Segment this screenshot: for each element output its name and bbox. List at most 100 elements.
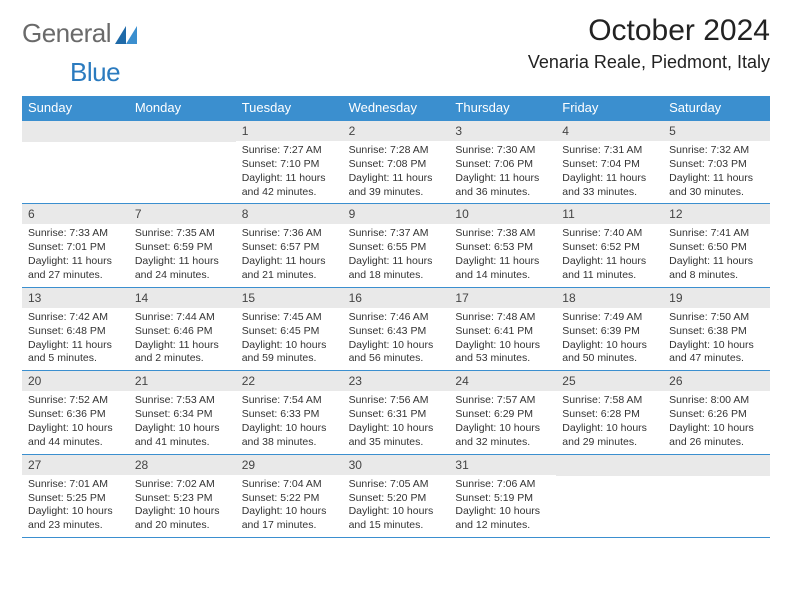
- daylight-text: Daylight: 10 hours and 12 minutes.: [455, 505, 550, 533]
- daylight-text: Daylight: 10 hours and 59 minutes.: [242, 339, 337, 367]
- day-body: Sunrise: 7:01 AMSunset: 5:25 PMDaylight:…: [22, 475, 129, 537]
- sunrise-text: Sunrise: 7:31 AM: [562, 144, 657, 158]
- sunrise-text: Sunrise: 7:06 AM: [455, 478, 550, 492]
- day-number: 11: [556, 204, 663, 224]
- sunset-text: Sunset: 7:03 PM: [669, 158, 764, 172]
- sunrise-text: Sunrise: 7:37 AM: [349, 227, 444, 241]
- sunrise-text: Sunrise: 7:56 AM: [349, 394, 444, 408]
- weeks: 1Sunrise: 7:27 AMSunset: 7:10 PMDaylight…: [22, 120, 770, 538]
- calendar-day: 23 Sunrise: 7:56 AMSunset: 6:31 PMDayligh…: [343, 371, 450, 453]
- daylight-text: Daylight: 11 hours and 39 minutes.: [349, 172, 444, 200]
- sunset-text: Sunset: 6:55 PM: [349, 241, 444, 255]
- day-number: 3: [449, 121, 556, 141]
- day-number: 1: [236, 121, 343, 141]
- day-body: Sunrise: 7:04 AMSunset: 5:22 PMDaylight:…: [236, 475, 343, 537]
- sunset-text: Sunset: 6:48 PM: [28, 325, 123, 339]
- day-number: 8: [236, 204, 343, 224]
- calendar-day: 19Sunrise: 7:50 AMSunset: 6:38 PMDayligh…: [663, 288, 770, 370]
- sunrise-text: Sunrise: 7:27 AM: [242, 144, 337, 158]
- weekday-header: Wednesday: [343, 96, 450, 120]
- day-number: 22: [236, 371, 343, 391]
- day-number: 10: [449, 204, 556, 224]
- sunset-text: Sunset: 6:38 PM: [669, 325, 764, 339]
- calendar-day: 3Sunrise: 7:30 AMSunset: 7:06 PMDaylight…: [449, 121, 556, 203]
- day-number: 28: [129, 455, 236, 475]
- month-title: October 2024: [528, 14, 770, 48]
- sunset-text: Sunset: 6:31 PM: [349, 408, 444, 422]
- calendar-day-empty: [663, 455, 770, 537]
- day-body: Sunrise: 7:27 AMSunset: 7:10 PMDaylight:…: [236, 141, 343, 203]
- sunrise-text: Sunrise: 7:44 AM: [135, 311, 230, 325]
- sunrise-text: Sunrise: 7:41 AM: [669, 227, 764, 241]
- day-number: 21: [129, 371, 236, 391]
- sunset-text: Sunset: 6:28 PM: [562, 408, 657, 422]
- day-body: Sunrise: 7:54 AMSunset: 6:33 PMDaylight:…: [236, 391, 343, 453]
- calendar-day: 14Sunrise: 7:44 AMSunset: 6:46 PMDayligh…: [129, 288, 236, 370]
- daylight-text: Daylight: 10 hours and 56 minutes.: [349, 339, 444, 367]
- day-number: 18: [556, 288, 663, 308]
- day-body: Sunrise: 7:06 AMSunset: 5:19 PMDaylight:…: [449, 475, 556, 537]
- weekday-header: Sunday: [22, 96, 129, 120]
- daylight-text: Daylight: 10 hours and 53 minutes.: [455, 339, 550, 367]
- sunset-text: Sunset: 6:33 PM: [242, 408, 337, 422]
- calendar-day-empty: [556, 455, 663, 537]
- calendar-day: 26Sunrise: 8:00 AMSunset: 6:26 PMDayligh…: [663, 371, 770, 453]
- calendar-day: 5Sunrise: 7:32 AMSunset: 7:03 PMDaylight…: [663, 121, 770, 203]
- sunrise-text: Sunrise: 7:49 AM: [562, 311, 657, 325]
- daylight-text: Daylight: 11 hours and 27 minutes.: [28, 255, 123, 283]
- day-body: Sunrise: 7:40 AMSunset: 6:52 PMDaylight:…: [556, 224, 663, 286]
- day-number: 5: [663, 121, 770, 141]
- daylight-text: Daylight: 11 hours and 42 minutes.: [242, 172, 337, 200]
- day-number: 26: [663, 371, 770, 391]
- calendar-day-empty: [22, 121, 129, 203]
- calendar: SundayMondayTuesdayWednesdayThursdayFrid…: [22, 96, 770, 538]
- day-number: 23: [343, 371, 450, 391]
- daylight-text: Daylight: 11 hours and 24 minutes.: [135, 255, 230, 283]
- daylight-text: Daylight: 10 hours and 38 minutes.: [242, 422, 337, 450]
- sunrise-text: Sunrise: 7:02 AM: [135, 478, 230, 492]
- daylight-text: Daylight: 11 hours and 18 minutes.: [349, 255, 444, 283]
- day-number: 4: [556, 121, 663, 141]
- sunset-text: Sunset: 7:04 PM: [562, 158, 657, 172]
- weekday-header: Monday: [129, 96, 236, 120]
- sunset-text: Sunset: 5:20 PM: [349, 492, 444, 506]
- day-number: 12: [663, 204, 770, 224]
- day-number: 14: [129, 288, 236, 308]
- calendar-day: 18Sunrise: 7:49 AMSunset: 6:39 PMDayligh…: [556, 288, 663, 370]
- day-number: 7: [129, 204, 236, 224]
- sunrise-text: Sunrise: 7:40 AM: [562, 227, 657, 241]
- calendar-week: 20Sunrise: 7:52 AMSunset: 6:36 PMDayligh…: [22, 371, 770, 454]
- sunset-text: Sunset: 6:26 PM: [669, 408, 764, 422]
- arrow-icon: [115, 26, 137, 44]
- day-body: Sunrise: 7:05 AMSunset: 5:20 PMDaylight:…: [343, 475, 450, 537]
- calendar-day: 13Sunrise: 7:42 AMSunset: 6:48 PMDayligh…: [22, 288, 129, 370]
- sunrise-text: Sunrise: 7:35 AM: [135, 227, 230, 241]
- weekday-header-row: SundayMondayTuesdayWednesdayThursdayFrid…: [22, 96, 770, 120]
- calendar-day: 31Sunrise: 7:06 AMSunset: 5:19 PMDayligh…: [449, 455, 556, 537]
- daylight-text: Daylight: 11 hours and 11 minutes.: [562, 255, 657, 283]
- sunset-text: Sunset: 6:34 PM: [135, 408, 230, 422]
- calendar-day: 22Sunrise: 7:54 AMSunset: 6:33 PMDayligh…: [236, 371, 343, 453]
- day-number: 31: [449, 455, 556, 475]
- day-number: 9: [343, 204, 450, 224]
- sunset-text: Sunset: 7:01 PM: [28, 241, 123, 255]
- calendar-day: 4Sunrise: 7:31 AMSunset: 7:04 PMDaylight…: [556, 121, 663, 203]
- brand-part2: Blue: [70, 57, 120, 88]
- daylight-text: Daylight: 11 hours and 14 minutes.: [455, 255, 550, 283]
- daylight-text: Daylight: 10 hours and 47 minutes.: [669, 339, 764, 367]
- weekday-header: Tuesday: [236, 96, 343, 120]
- sunrise-text: Sunrise: 7:45 AM: [242, 311, 337, 325]
- day-body: Sunrise: 7:46 AMSunset: 6:43 PMDaylight:…: [343, 308, 450, 370]
- sunset-text: Sunset: 6:52 PM: [562, 241, 657, 255]
- day-body: Sunrise: 7:52 AMSunset: 6:36 PMDaylight:…: [22, 391, 129, 453]
- daylight-text: Daylight: 10 hours and 17 minutes.: [242, 505, 337, 533]
- daylight-text: Daylight: 10 hours and 15 minutes.: [349, 505, 444, 533]
- daylight-text: Daylight: 10 hours and 35 minutes.: [349, 422, 444, 450]
- sunrise-text: Sunrise: 7:32 AM: [669, 144, 764, 158]
- day-body: Sunrise: 7:53 AMSunset: 6:34 PMDaylight:…: [129, 391, 236, 453]
- day-number: 19: [663, 288, 770, 308]
- calendar-day-empty: [129, 121, 236, 203]
- day-number: 6: [22, 204, 129, 224]
- sunrise-text: Sunrise: 7:46 AM: [349, 311, 444, 325]
- sunset-text: Sunset: 6:46 PM: [135, 325, 230, 339]
